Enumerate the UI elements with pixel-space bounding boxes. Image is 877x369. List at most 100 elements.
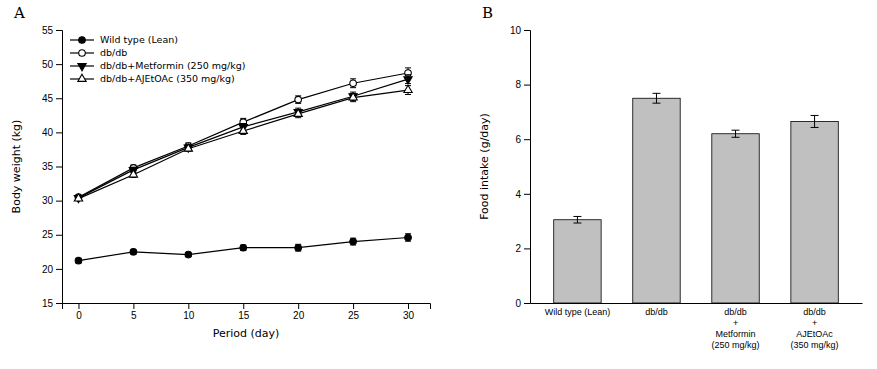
point — [240, 244, 247, 251]
plot-area — [74, 68, 412, 264]
error-bar-cap — [405, 94, 411, 95]
x-tick: 30 — [403, 303, 415, 321]
point — [350, 238, 357, 245]
error-bar-cap — [240, 134, 246, 135]
y-tick: 20 — [42, 264, 62, 275]
error-bar — [350, 79, 356, 88]
legend-item: db/db — [70, 47, 127, 58]
error-bar-cap — [811, 127, 819, 128]
point — [74, 194, 82, 201]
legend-marker — [79, 50, 86, 57]
y-tick-label: 0 — [515, 298, 521, 309]
y-axis-line — [524, 31, 531, 304]
x-tick-label: db/db+AJEtOAc(350 mg/kg) — [791, 307, 839, 349]
x-axis: Wild type (Lean)db/dbdb/db+Metformin(250… — [531, 303, 863, 350]
y-tick: 6 — [515, 134, 530, 145]
bar — [791, 121, 838, 303]
y-tick-mark — [524, 194, 530, 195]
y-tick-label: 20 — [42, 264, 54, 275]
legend: Wild type (Lean)db/dbdb/db+Metformin (25… — [70, 34, 245, 84]
y-tick-mark — [524, 139, 530, 140]
bar — [554, 220, 601, 303]
x-tick-label: 25 — [348, 310, 360, 321]
y-tick-mark — [56, 235, 62, 236]
y-tick-label: 30 — [42, 195, 54, 206]
y-tick: 10 — [510, 25, 530, 36]
x-tick: 5 — [131, 303, 137, 321]
x-tick-mark — [133, 303, 134, 309]
x-tick-mark — [243, 303, 244, 309]
y-tick-label: 2 — [515, 243, 521, 254]
point — [294, 109, 302, 116]
y-tick: 15 — [42, 298, 62, 309]
chart: A152025303540455055Body weight (kg)05101… — [0, 0, 877, 369]
y-tick-label: 15 — [42, 298, 54, 309]
point — [405, 234, 412, 241]
x-tick: 0 — [76, 303, 82, 321]
y-axis-line — [56, 31, 63, 304]
y-tick-mark — [524, 248, 530, 249]
y-tick: 35 — [42, 161, 62, 172]
error-bar-cap — [573, 216, 581, 217]
error-bar — [811, 115, 819, 127]
line — [78, 90, 408, 199]
line — [78, 79, 408, 198]
series — [74, 75, 412, 203]
y-tick-mark — [56, 201, 62, 202]
y-tick-mark — [56, 132, 62, 133]
y-tick-mark — [56, 167, 62, 168]
x-tick-label: 20 — [293, 310, 305, 321]
x-tick-label: 10 — [183, 310, 195, 321]
x-tick: 20 — [293, 303, 305, 321]
x-tick-mark — [353, 303, 354, 309]
x-tick: db/db+Metformin(250 mg/kg) — [712, 303, 760, 350]
point — [130, 249, 137, 256]
x-tick-mark — [78, 303, 79, 309]
point — [75, 257, 82, 264]
y-tick: 50 — [42, 59, 62, 70]
point — [404, 85, 412, 92]
error-bar — [350, 238, 356, 245]
y-tick-label: 25 — [42, 229, 54, 240]
y-tick-mark — [56, 303, 62, 304]
y-axis: 0 2 4 6 8 10 — [510, 25, 531, 309]
y-tick: 8 — [515, 79, 530, 90]
x-tick-mark — [408, 303, 409, 309]
legend-label: db/db+Metformin (250 mg/kg) — [100, 60, 245, 71]
x-tick-label: 0 — [76, 310, 82, 321]
x-axis-line — [531, 303, 863, 304]
y-tick: 30 — [42, 195, 62, 206]
y-tick-label: 4 — [515, 189, 521, 200]
y-tick-mark — [56, 98, 62, 99]
error-bar-cap — [652, 103, 660, 104]
x-tick-label: db/db+Metformin(250 mg/kg) — [712, 307, 760, 349]
error-bar-cap — [350, 78, 356, 79]
error-bar — [295, 244, 301, 251]
y-tick: 45 — [42, 93, 62, 104]
point — [349, 93, 357, 100]
error-bar — [240, 245, 246, 250]
y-tick: 2 — [515, 243, 530, 254]
error-bar — [573, 216, 581, 223]
y-tick-label: 45 — [42, 93, 54, 104]
x-tick: db/db+AJEtOAc(350 mg/kg) — [791, 303, 839, 350]
y-tick: 0 — [515, 298, 530, 309]
error-bar-cap — [295, 117, 301, 118]
error-bar-cap — [652, 93, 660, 94]
x-tick-mark — [188, 303, 189, 309]
point — [75, 194, 82, 201]
error-bar-stem — [735, 130, 736, 137]
error-bar-stem — [577, 216, 578, 223]
y-tick-mark — [56, 269, 62, 270]
y-tick: 25 — [42, 229, 62, 240]
y-tick-label: 8 — [515, 79, 521, 90]
y-axis: 152025303540455055 — [42, 25, 63, 309]
x-tick: 10 — [183, 303, 195, 321]
y-tick-mark — [56, 64, 62, 65]
legend-label: db/db — [100, 47, 127, 58]
x-axis-title: Period (day) — [213, 327, 280, 340]
error-bar-cap — [405, 67, 411, 68]
y-tick-label: 6 — [515, 134, 521, 145]
bar — [633, 98, 680, 303]
error-bar-cap — [811, 115, 819, 116]
